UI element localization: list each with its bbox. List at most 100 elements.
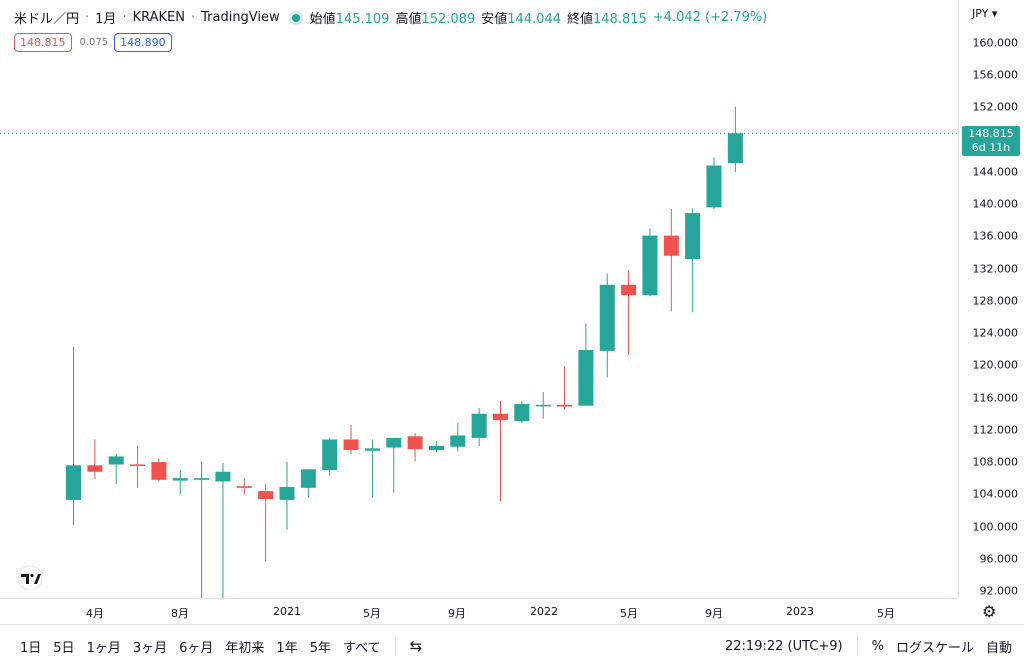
y-tick-label: 140.000 — [972, 197, 1019, 211]
candle-body — [493, 413, 508, 421]
candle-body — [87, 465, 103, 472]
currency-selector[interactable]: JPY ▾ — [972, 7, 998, 20]
log-scale-button[interactable]: ログスケール — [895, 640, 974, 656]
range-button[interactable]: すべて — [342, 640, 381, 656]
candle-body — [130, 464, 146, 466]
bar-countdown: 6d 11h — [971, 141, 1011, 154]
y-tick-label: 92.000 — [979, 584, 1019, 598]
candle[interactable] — [215, 462, 231, 600]
chart-area[interactable] — [0, 0, 958, 600]
ohlc-close: 終値148.815 — [567, 12, 647, 27]
market-open-icon — [291, 13, 300, 22]
candle[interactable] — [343, 424, 359, 454]
candle[interactable] — [236, 478, 252, 495]
candle[interactable] — [621, 270, 637, 355]
time-scale[interactable]: 4月 8月 2021 5月 9月 2022 5月 9月 2023 5月 — [0, 598, 958, 624]
symbol-name[interactable]: 米ドル／円 — [14, 12, 80, 27]
x-tick-label: 5月 — [620, 607, 638, 620]
candle[interactable] — [727, 106, 743, 172]
candle[interactable] — [599, 273, 615, 378]
range-button[interactable]: 1日 — [20, 640, 42, 656]
candle[interactable] — [685, 208, 701, 313]
candle-body — [428, 445, 444, 450]
candle[interactable] — [386, 437, 402, 493]
candle[interactable] — [130, 445, 146, 488]
ohlc-high: 高値152.089 — [395, 12, 476, 27]
candle[interactable] — [151, 458, 167, 482]
y-tick-label: 108.000 — [972, 455, 1019, 469]
spread-value: 0.075 — [79, 37, 109, 48]
gear-icon[interactable]: ⚙ — [982, 602, 997, 621]
candle[interactable] — [428, 441, 444, 453]
candle[interactable] — [322, 437, 338, 476]
x-tick-label: 2023 — [786, 605, 814, 618]
calendar-range-icon[interactable]: ⇆ — [409, 637, 423, 655]
candle[interactable] — [108, 454, 124, 484]
candle[interactable] — [87, 439, 103, 479]
candle[interactable] — [535, 391, 551, 419]
auto-scale-button[interactable]: 自動 — [985, 640, 1012, 656]
candle[interactable] — [258, 483, 274, 562]
candle[interactable] — [66, 346, 81, 525]
x-tick-label: 5月 — [877, 607, 895, 620]
candle[interactable] — [578, 323, 594, 406]
candle-body — [727, 133, 743, 164]
bid-ask-spread: 148.815 0.075 148.890 — [14, 33, 172, 52]
range-button[interactable]: 6ヶ月 — [179, 640, 214, 656]
candle-body — [364, 448, 380, 451]
x-tick-label: 2022 — [530, 605, 558, 618]
range-button[interactable]: 3ヶ月 — [132, 640, 168, 656]
range-button[interactable]: 1ヶ月 — [86, 640, 121, 656]
candle[interactable] — [300, 469, 316, 498]
sell-price-button[interactable]: 148.815 — [14, 33, 72, 52]
candle[interactable] — [471, 408, 487, 446]
range-button[interactable]: 5年 — [309, 640, 331, 656]
clock-time[interactable]: 22:19:22 (UTC+9) — [725, 638, 843, 654]
candle[interactable] — [706, 157, 722, 210]
candle-body — [215, 471, 231, 482]
candle-body — [450, 435, 466, 447]
y-tick-label: 104.000 — [972, 487, 1019, 501]
candle-body — [535, 404, 551, 407]
candle-body — [108, 456, 124, 465]
y-tick-label: 124.000 — [972, 326, 1019, 340]
interval-label[interactable]: 1月 — [95, 12, 117, 27]
last-price-label: 148.815 6d 11h — [962, 126, 1020, 156]
buy-price-button[interactable]: 148.890 — [114, 33, 172, 52]
candle[interactable] — [364, 439, 380, 498]
source-label: TradingView — [201, 10, 280, 25]
x-tick-label: 8月 — [171, 607, 189, 620]
candle-body — [236, 486, 252, 488]
candle-body — [151, 462, 167, 480]
candle[interactable] — [450, 423, 466, 452]
candle[interactable] — [279, 462, 295, 530]
candle[interactable] — [172, 470, 188, 495]
candle[interactable] — [407, 433, 423, 462]
candle-body — [300, 469, 316, 488]
candle-body — [578, 350, 594, 406]
y-tick-label: 132.000 — [972, 262, 1019, 276]
candle-body — [386, 437, 402, 448]
price-scale[interactable]: 160.000156.000152.000148.000144.000140.0… — [958, 0, 1024, 598]
candlestick-chart[interactable] — [0, 0, 958, 600]
range-button[interactable]: 1年 — [276, 640, 298, 656]
candle[interactable] — [493, 400, 508, 502]
candle[interactable] — [557, 366, 573, 410]
candle-body — [557, 404, 573, 407]
y-tick-label: 120.000 — [972, 358, 1019, 372]
candle[interactable] — [194, 461, 210, 600]
percent-scale-button[interactable]: % — [871, 638, 884, 654]
y-tick-label: 144.000 — [972, 165, 1019, 179]
candle[interactable] — [642, 228, 658, 297]
candle-body — [514, 404, 530, 421]
x-tick-label: 9月 — [705, 607, 723, 620]
y-tick-label: 116.000 — [972, 391, 1019, 405]
candle-body — [621, 284, 637, 296]
range-button[interactable]: 5日 — [53, 640, 75, 656]
candle[interactable] — [663, 209, 679, 312]
range-button[interactable]: 年初来 — [225, 640, 265, 656]
candle[interactable] — [514, 400, 530, 423]
tradingview-logo-icon[interactable] — [14, 565, 46, 591]
divider — [394, 636, 396, 656]
x-tick-label: 5月 — [363, 607, 381, 620]
